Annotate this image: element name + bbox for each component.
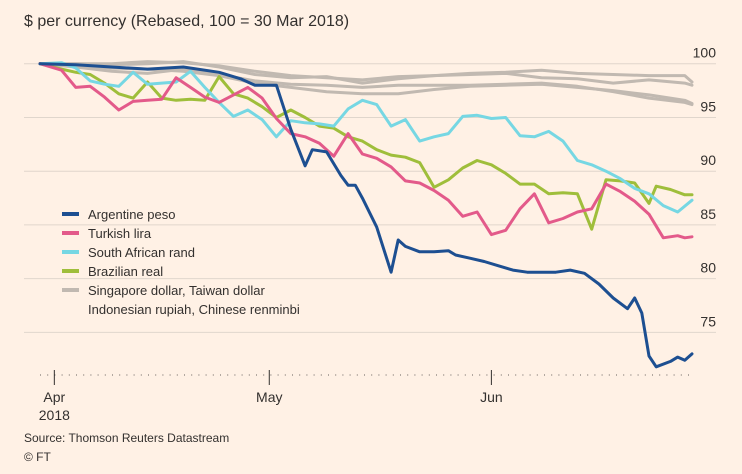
series-line-south-african-rand <box>38 61 694 214</box>
x-axis: Apr 2018 May Jun <box>39 370 692 423</box>
y-axis-ticks: 100 95 90 85 80 75 <box>693 45 717 330</box>
series-line-chinese-renminbi <box>38 62 694 107</box>
legend-label-brazilian-real: Brazilian real <box>88 264 163 279</box>
ft-credit: © FT <box>24 450 52 464</box>
x-tick-label-apr: Apr <box>43 389 65 405</box>
series-line-taiwan-dollar <box>38 60 694 85</box>
x-tick-sublabel-apr: 2018 <box>39 407 70 423</box>
y-tick-label-85: 85 <box>700 206 716 222</box>
legend-label-indonesian-rupiah-chinese-renminbi: Indonesian rupiah, Chinese renminbi <box>88 302 300 317</box>
y-tick-label-100: 100 <box>693 45 717 61</box>
legend-label-south-african-rand: South African rand <box>88 245 195 260</box>
legend: Argentine peso Turkish lira South African … <box>62 207 300 317</box>
y-tick-label-95: 95 <box>700 98 716 114</box>
chart-title: $ per currency (Rebased, 100 = 30 Mar 20… <box>24 13 349 30</box>
series-line-argentine-peso <box>38 62 694 369</box>
source-note: Source: Thomson Reuters Datastream <box>24 431 229 445</box>
legend-label-singapore-dollar-taiwan-dollar: Singapore dollar, Taiwan dollar <box>88 283 265 298</box>
y-tick-label-90: 90 <box>700 152 716 168</box>
series-lines <box>38 60 694 369</box>
y-tick-label-75: 75 <box>700 313 716 329</box>
series-line-brazilian-real <box>38 62 694 231</box>
y-tick-label-80: 80 <box>700 260 716 276</box>
series-line-turkish-lira <box>38 62 694 240</box>
legend-label-turkish-lira: Turkish lira <box>88 226 152 241</box>
series-line-singapore-dollar <box>38 60 694 87</box>
gridlines <box>24 63 716 333</box>
x-tick-label-may: May <box>256 389 282 405</box>
x-tick-label-jun: Jun <box>480 389 503 405</box>
legend-label-argentine-peso: Argentine peso <box>88 207 175 222</box>
